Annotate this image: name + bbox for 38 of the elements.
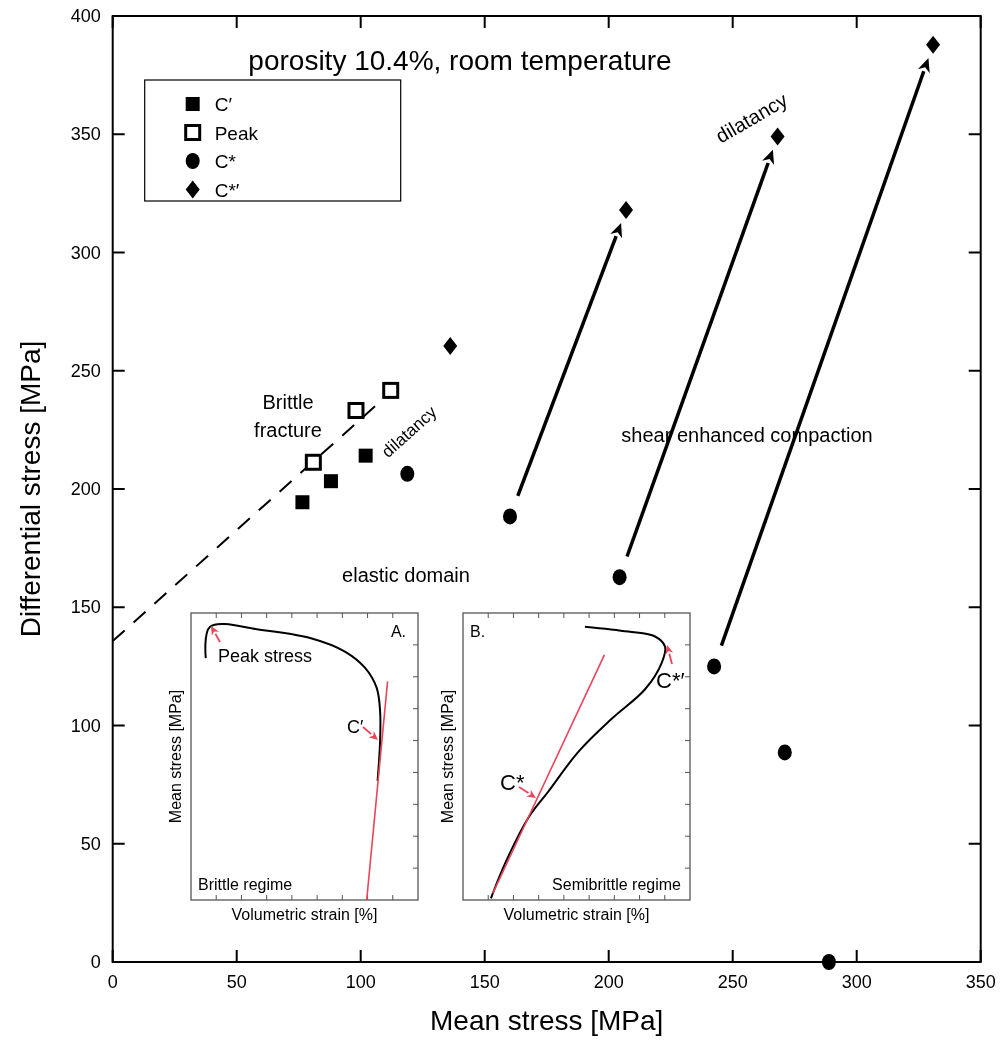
x-tick-label: 200 xyxy=(593,972,624,992)
y-tick-label: 150 xyxy=(70,597,101,618)
annotation: Brittle regime xyxy=(198,876,293,893)
annotation: Semibrittle regime xyxy=(552,876,682,893)
y-tick-label: 250 xyxy=(70,360,101,381)
annotation: Peak stress xyxy=(218,646,313,666)
x-tick-label: 100 xyxy=(345,972,376,992)
y-tick-label: 350 xyxy=(70,124,101,145)
annotation: C′ xyxy=(347,717,364,737)
x-tick-label: 250 xyxy=(717,972,748,992)
x-axis-title: Mean stress [MPa] xyxy=(430,1005,664,1036)
y-tick-label: 300 xyxy=(70,242,101,263)
annotation: C*′ xyxy=(656,668,685,693)
legend-label: C′ xyxy=(214,94,233,115)
x-tick-label: 350 xyxy=(965,972,996,992)
y-tick-label: 50 xyxy=(80,833,101,854)
annotation: B. xyxy=(470,623,486,640)
text: Mean stress [MPa] xyxy=(439,689,456,824)
legend-label: C*′ xyxy=(214,179,240,201)
y-tick-label: 100 xyxy=(70,715,101,736)
annotation: elastic domain xyxy=(342,564,470,586)
legend-label: Peak xyxy=(214,122,259,144)
y-tick-label: 200 xyxy=(70,479,101,499)
annotation: Brittle fracture xyxy=(254,391,322,441)
x-tick-label: 50 xyxy=(226,972,247,992)
y-tick-label: 0 xyxy=(90,952,101,972)
annotation: C* xyxy=(500,770,525,795)
text: porosity 10.4%, room temperature xyxy=(248,45,672,76)
annotation: A. xyxy=(390,623,406,640)
x-tick-label: 300 xyxy=(841,972,872,992)
y-tick-label: 400 xyxy=(70,6,101,26)
text: Volumetric strain [%] xyxy=(503,906,650,923)
text: Volumetric strain [%] xyxy=(231,906,378,923)
x-tick-label: 150 xyxy=(469,972,500,992)
legend-label: C* xyxy=(214,151,237,172)
x-tick-label: 0 xyxy=(107,972,118,992)
text: Mean stress [MPa] xyxy=(167,689,184,824)
y-axis-title: Differential stress [MPa] xyxy=(15,340,46,638)
